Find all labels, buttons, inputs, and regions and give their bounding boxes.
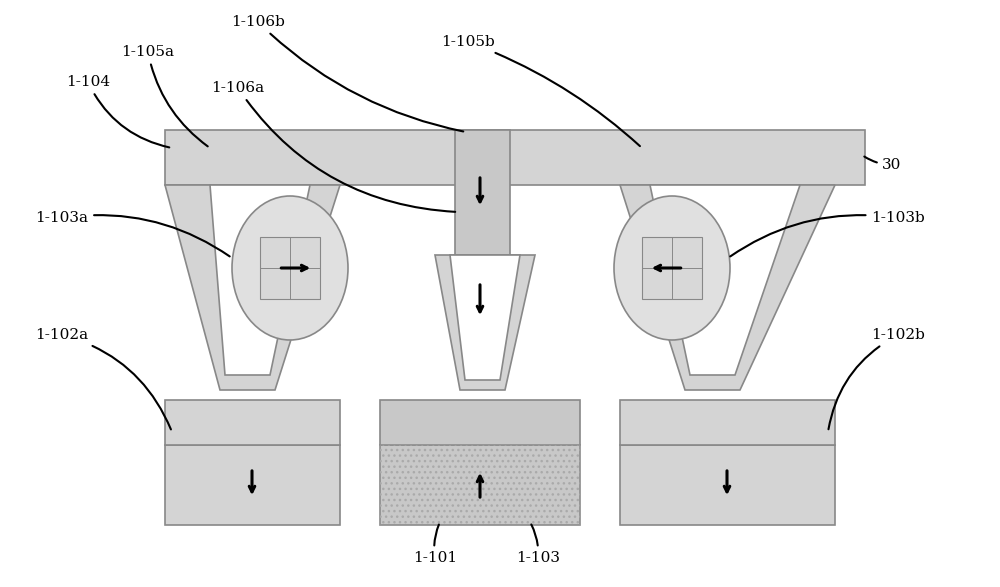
Polygon shape (380, 400, 580, 445)
Text: 1-103: 1-103 (516, 524, 560, 565)
Polygon shape (165, 185, 340, 390)
Polygon shape (210, 185, 310, 375)
Polygon shape (650, 185, 800, 375)
Text: 1-105a: 1-105a (122, 45, 208, 146)
Polygon shape (165, 445, 340, 525)
Polygon shape (620, 400, 835, 445)
FancyBboxPatch shape (642, 237, 702, 299)
FancyBboxPatch shape (260, 237, 320, 299)
Polygon shape (620, 185, 835, 390)
Polygon shape (165, 400, 340, 445)
Polygon shape (455, 130, 510, 255)
Text: 1-104: 1-104 (66, 75, 169, 147)
Text: 1-106b: 1-106b (231, 15, 463, 131)
Text: 1-101: 1-101 (413, 525, 457, 565)
Text: 1-103a: 1-103a (36, 211, 230, 257)
Polygon shape (620, 445, 835, 525)
Text: 1-102a: 1-102a (35, 328, 171, 430)
Polygon shape (435, 255, 535, 390)
Polygon shape (165, 130, 865, 185)
Text: 1-102b: 1-102b (828, 328, 925, 429)
Polygon shape (450, 255, 520, 380)
Text: 1-105b: 1-105b (441, 35, 640, 146)
Text: 30: 30 (864, 157, 902, 172)
Text: 1-103b: 1-103b (730, 211, 925, 257)
Text: 1-106a: 1-106a (211, 81, 455, 212)
Ellipse shape (614, 196, 730, 340)
Ellipse shape (232, 196, 348, 340)
Polygon shape (380, 445, 580, 525)
